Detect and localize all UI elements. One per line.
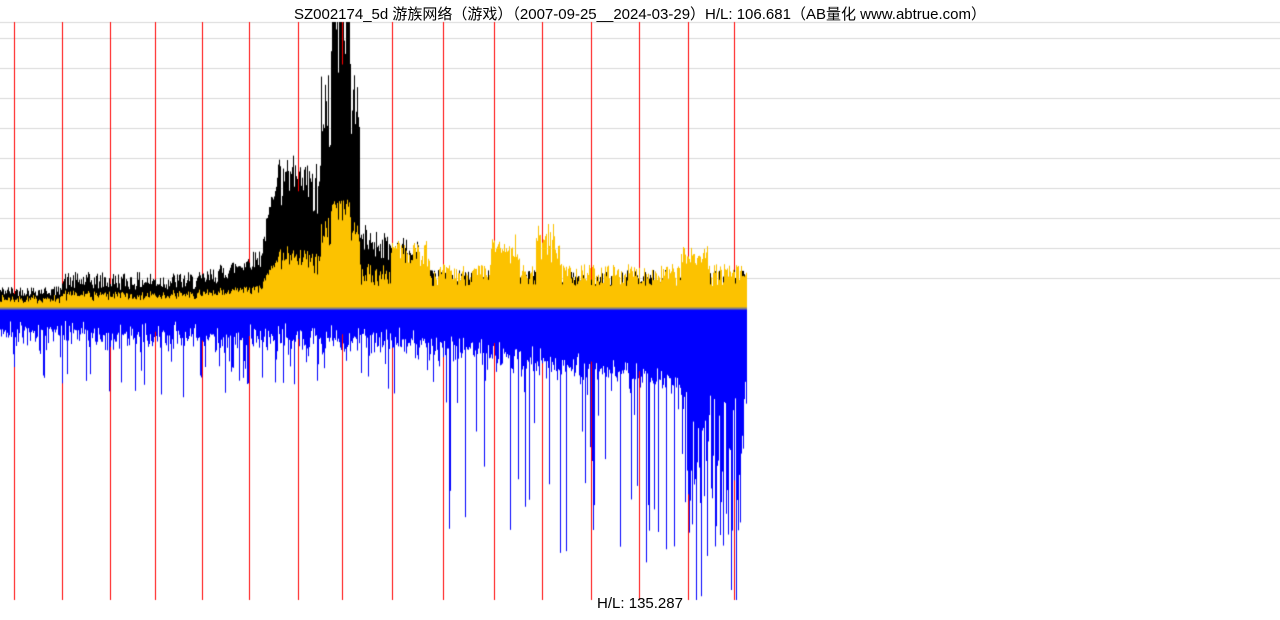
chart-title-bottom: H/L: 135.287	[0, 595, 1280, 612]
chart-title-top: SZ002174_5d 游族网络（游戏）（2007-09-25__2024-03…	[0, 3, 1280, 24]
stock-ratio-chart	[0, 0, 1280, 620]
